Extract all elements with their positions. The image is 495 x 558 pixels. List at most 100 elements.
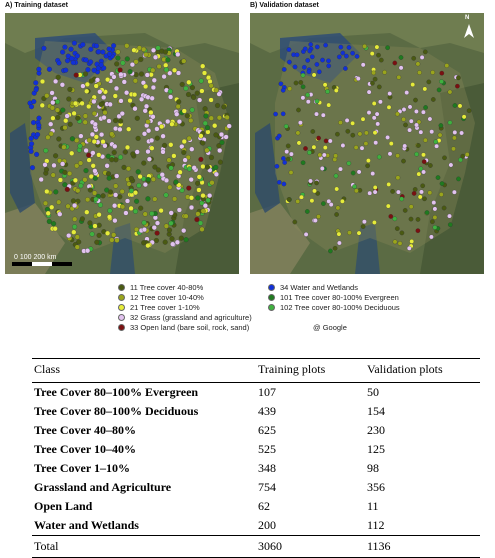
plot-point [122,149,128,155]
plot-point [376,154,382,160]
plot-point [390,189,395,194]
plot-point [100,193,106,199]
plot-point [165,57,171,63]
plot-point [386,182,392,187]
plot-point [112,218,118,224]
plot-point [63,67,69,73]
plot-point [96,232,102,238]
plot-point [439,79,444,84]
plot-point [433,139,439,145]
plot-point [417,194,423,200]
plot-point [438,192,444,197]
plot-point [292,219,298,225]
plot-point [137,174,143,180]
plot-point [44,188,50,195]
plot-point [36,66,42,72]
plot-point [89,131,95,137]
plot-point [420,183,426,189]
legend-item: 101 Tree cover 80-100% Evergreen [268,293,399,302]
plot-point [422,196,427,202]
plot-point [314,62,320,67]
plot-point [78,183,84,189]
plot-point [168,165,174,171]
plot-point [41,45,47,51]
plot-point [354,188,359,194]
plot-point [160,149,166,155]
plot-point [320,57,325,63]
plot-point [140,80,146,86]
plot-point [80,83,86,89]
plot-point [315,191,321,196]
plot-point [114,61,120,67]
plot-point [399,230,405,236]
plot-point [139,96,145,102]
plot-point [455,83,460,89]
plot-point [101,94,107,100]
plot-point [357,131,363,137]
plot-point [304,209,310,214]
plot-point [350,132,356,138]
plot-point [395,175,401,181]
plot-point [98,101,104,107]
plot-point [48,131,54,137]
plot-point [212,123,218,129]
plot-point [46,66,52,72]
plot-point [460,153,466,159]
plot-point [282,160,288,165]
plot-point [91,67,97,73]
map-validation [250,13,484,274]
plot-point [57,211,63,217]
plot-point [71,110,77,116]
plot-point [295,199,301,204]
plot-point [127,69,133,75]
plot-point [419,55,425,60]
plot-point [415,61,421,67]
plot-point [398,65,404,71]
plot-point [163,62,169,68]
plot-point [323,42,328,48]
plot-point [126,126,132,132]
plot-point [340,50,346,56]
plot-point [80,42,86,48]
plot-point [168,94,174,100]
plot-point [92,190,98,196]
plot-point [356,230,362,236]
plot-point [134,198,140,204]
plot-point [289,151,294,157]
legend-swatch [118,314,125,321]
plot-point [186,79,192,85]
plot-point [431,200,437,205]
plot-point [52,226,58,232]
plot-point [388,214,394,219]
plot-point [314,44,320,50]
plot-point [135,169,141,175]
plot-point [69,136,75,142]
plot-point [320,112,326,118]
plot-point [163,192,169,198]
plot-point [75,115,81,121]
plot-point [38,176,44,183]
map-training [5,13,239,274]
plot-point [183,85,189,91]
plot-point [166,227,173,233]
plot-point [198,156,204,162]
plot-point [176,119,182,125]
plot-point [75,188,81,194]
plot-point [93,83,99,89]
plot-point [92,121,98,127]
row-class: Open Land [34,499,93,513]
plot-point [183,213,189,219]
table-row: Tree Cover 80–100% Evergreen 107 50 [32,383,480,403]
plot-point [138,56,144,63]
plot-point [149,211,155,217]
table-header-row: Class Training plots Validation plots [32,358,480,383]
legend-item: 34 Water and Wetlands [268,283,358,292]
plot-point [444,63,450,68]
plot-point [120,60,126,66]
plot-point [208,97,214,103]
plot-point [145,119,151,125]
plot-point [69,55,75,61]
plot-point [186,135,192,141]
plot-point [447,120,453,125]
plot-point [307,150,312,155]
